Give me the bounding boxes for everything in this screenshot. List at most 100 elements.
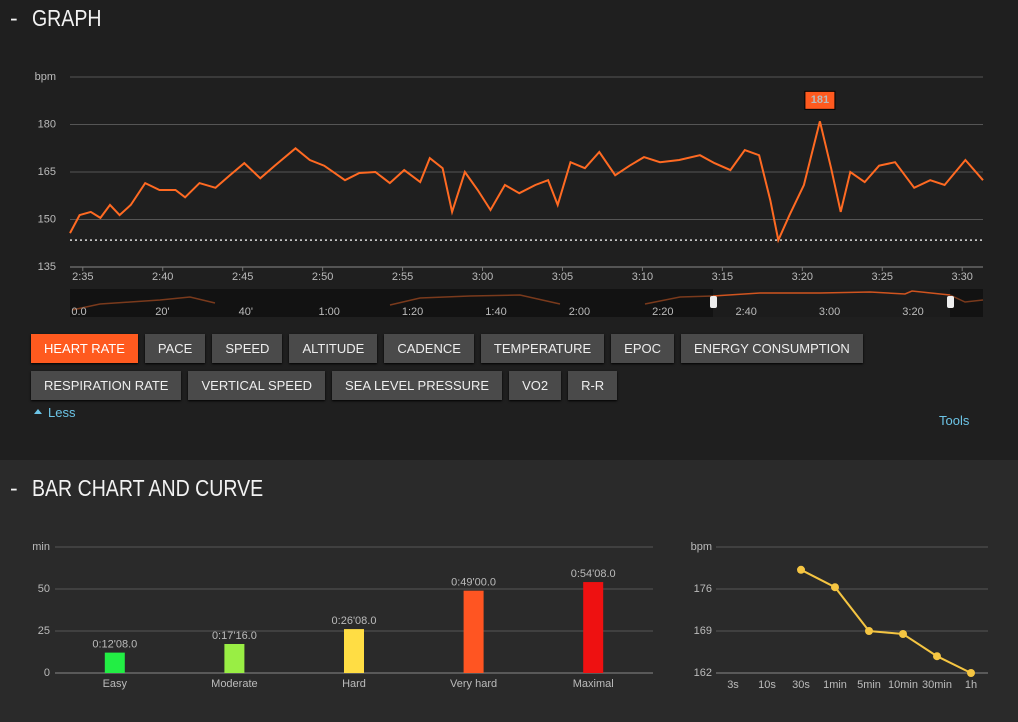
x-tick-label: 1min — [823, 679, 847, 691]
bar — [104, 652, 125, 673]
x-tick-label: 5min — [857, 679, 881, 691]
navigator-trace — [712, 290, 951, 297]
x-tick-label: 3:30 — [952, 271, 973, 283]
y-tick-label: 0 — [44, 667, 50, 679]
y-tick-label: 176 — [694, 583, 712, 595]
y-axis-label: min — [32, 541, 50, 553]
x-tick-label: 3:10 — [632, 271, 653, 283]
value-label: 0:17'16.0 — [212, 630, 257, 642]
value-label: 0:49'00.0 — [451, 577, 496, 589]
x-tick-label: 3:15 — [712, 271, 733, 283]
metric-button[interactable]: HEART RATE — [31, 334, 138, 363]
metric-button[interactable]: SEA LEVEL PRESSURE — [332, 371, 503, 400]
section-bg — [0, 460, 1018, 722]
metric-button[interactable]: VO2 — [509, 371, 562, 400]
navigator-trace — [949, 294, 984, 303]
navigator-handle[interactable] — [710, 296, 717, 308]
metric-buttons: HEART RATE PACE SPEED ALTITUDE CADENCE TEMPER… — [31, 334, 931, 400]
navigator-label: 40' — [239, 306, 253, 318]
x-tick-label: 3:25 — [872, 271, 893, 283]
metric-button[interactable]: EPOC — [611, 334, 675, 363]
x-tick-label: 1h — [965, 679, 977, 691]
x-tick-label: 2:50 — [312, 271, 333, 283]
x-tick-label: 30s — [792, 679, 810, 691]
x-tick-label: 2:35 — [72, 271, 93, 283]
navigator-label: 2:40 — [735, 306, 756, 318]
navigator-label: 0.0 — [71, 306, 86, 318]
x-tick-label: 30min — [922, 679, 952, 691]
y-axis-label: bpm — [35, 71, 56, 83]
metric-button[interactable]: TEMPERATURE — [480, 334, 605, 363]
value-label: 0:26'08.0 — [332, 615, 377, 627]
y-tick-label: 50 — [38, 583, 50, 595]
metric-button[interactable]: CADENCE — [384, 334, 474, 363]
x-tick-label: 10min — [888, 679, 918, 691]
metric-button[interactable]: ENERGY CONSUMPTION — [681, 334, 863, 363]
x-tick-label: Moderate — [211, 678, 257, 690]
dash: - — [10, 5, 18, 31]
y-tick-label: 180 — [38, 118, 56, 130]
navigator-trace — [389, 294, 561, 306]
x-tick-label: 3:05 — [552, 271, 573, 283]
bar — [344, 629, 364, 673]
navigator-label: 3:20 — [902, 306, 923, 318]
x-tick-label: 3:20 — [792, 271, 813, 283]
x-tick-label: Maximal — [573, 678, 614, 690]
y-tick-label: 150 — [38, 213, 56, 225]
less-arrow — [34, 409, 42, 414]
navigator-label: 2:20 — [652, 306, 673, 318]
x-tick-label: 2:40 — [152, 271, 173, 283]
navigator-handle[interactable] — [947, 296, 954, 308]
navigator-label: 1:20 — [402, 306, 423, 318]
point — [831, 583, 839, 592]
point — [865, 627, 873, 635]
value-label: 0:54'08.0 — [571, 568, 616, 580]
point — [967, 669, 975, 677]
tools-link[interactable]: Tools — [939, 413, 970, 428]
annotation-label: 181 — [811, 94, 829, 106]
series-line — [69, 121, 984, 244]
section-title: BAR CHART AND CURVE — [32, 476, 263, 502]
less-link[interactable]: Less — [48, 405, 76, 420]
x-tick-label: 2:45 — [232, 271, 253, 283]
bar — [463, 590, 484, 673]
metric-button[interactable]: RESPIRATION RATE — [31, 371, 182, 400]
metric-button[interactable]: ALTITUDE — [289, 334, 378, 363]
section-title: GRAPH — [32, 6, 101, 32]
y-axis-label: bpm — [691, 541, 712, 553]
y-tick-label: 165 — [38, 166, 56, 178]
x-tick-label: Very hard — [450, 678, 497, 690]
point — [899, 630, 907, 638]
navigator-label: 2:00 — [569, 306, 590, 318]
navigator-label: 20' — [155, 306, 169, 318]
navigator-trace — [71, 296, 216, 311]
navigator-label: 1:00 — [318, 306, 339, 318]
x-tick-label: Easy — [103, 678, 128, 690]
y-tick-label: 169 — [694, 625, 712, 637]
metric-button[interactable]: SPEED — [212, 334, 283, 363]
metric-button[interactable]: VERTICAL SPEED — [188, 371, 326, 400]
annotation-box — [804, 90, 836, 110]
bar — [583, 582, 604, 673]
navigator-label: 3:00 — [819, 306, 840, 318]
y-tick-label: 162 — [694, 667, 712, 679]
point — [933, 652, 941, 661]
point — [797, 565, 805, 574]
navigator-label: 1:40 — [485, 306, 506, 318]
dash: - — [10, 475, 18, 501]
x-tick-label: 2:55 — [392, 271, 413, 283]
x-tick-label: 10s — [758, 679, 776, 691]
x-tick-label: 3:00 — [472, 271, 493, 283]
metric-button[interactable]: PACE — [144, 334, 206, 363]
x-tick-label: 3s — [727, 679, 739, 691]
metric-button[interactable]: R-R — [568, 371, 618, 400]
series-line — [800, 568, 972, 674]
value-label: 0:12'08.0 — [92, 639, 137, 651]
x-tick-label: Hard — [342, 678, 366, 690]
y-tick-label: 25 — [38, 625, 50, 637]
navigator-trace — [644, 295, 714, 305]
bar — [224, 643, 245, 673]
y-tick-label: 135 — [38, 261, 56, 273]
